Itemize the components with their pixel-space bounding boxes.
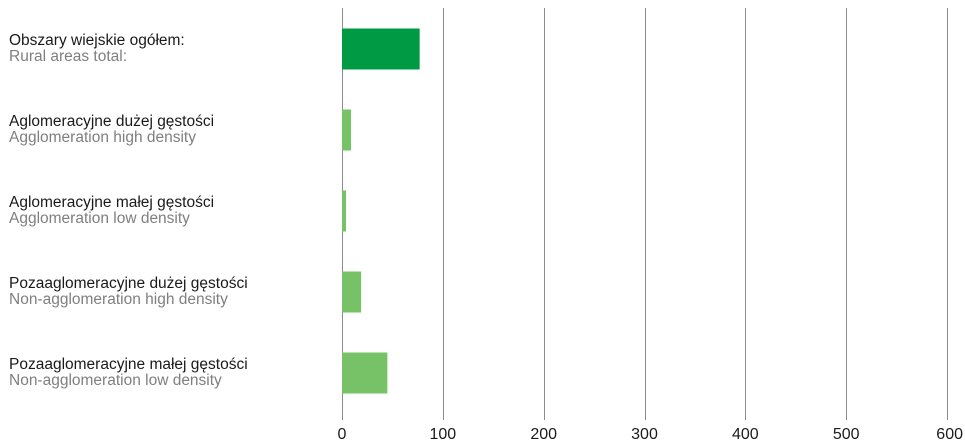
category-label-pl-3: Pozaaglomeracyjne dużej gęstości (9, 275, 248, 292)
category-label-en-4: Non-agglomeration low density (9, 372, 222, 389)
bar-1 (342, 109, 352, 151)
bar-3 (342, 271, 362, 313)
x-tick-label-300: 300 (631, 426, 658, 440)
bar-4 (342, 352, 388, 394)
category-label-pl-1: Aglomeracyjne dużej gęstości (9, 113, 214, 130)
bar-2 (342, 190, 347, 232)
x-tick-label-200: 200 (530, 426, 557, 440)
x-tick-label-600: 600 (936, 426, 963, 440)
bars (342, 28, 420, 394)
bar-0 (342, 28, 420, 70)
x-tick-label-0: 0 (338, 426, 347, 440)
x-tick-label-500: 500 (833, 426, 860, 440)
category-label-en-1: Agglomeration high density (9, 129, 196, 146)
x-tick-label-400: 400 (732, 426, 759, 440)
category-label-en-0: Rural areas total: (9, 48, 127, 65)
category-label-en-2: Agglomeration low density (9, 210, 190, 227)
category-label-pl-4: Pozaaglomeracyjne małej gęstości (9, 356, 248, 373)
category-label-pl-0: Obszary wiejskie ogółem: (9, 32, 185, 49)
gridlines (342, 8, 948, 420)
x-tick-label-100: 100 (429, 426, 456, 440)
category-label-pl-2: Aglomeracyjne małej gęstości (9, 194, 214, 211)
category-label-en-3: Non-agglomeration high density (9, 291, 228, 308)
category-labels: Obszary wiejskie ogółem:Rural areas tota… (9, 32, 248, 389)
x-axis-tick-labels: 0 100 200 300 400 500 600 (338, 426, 964, 440)
